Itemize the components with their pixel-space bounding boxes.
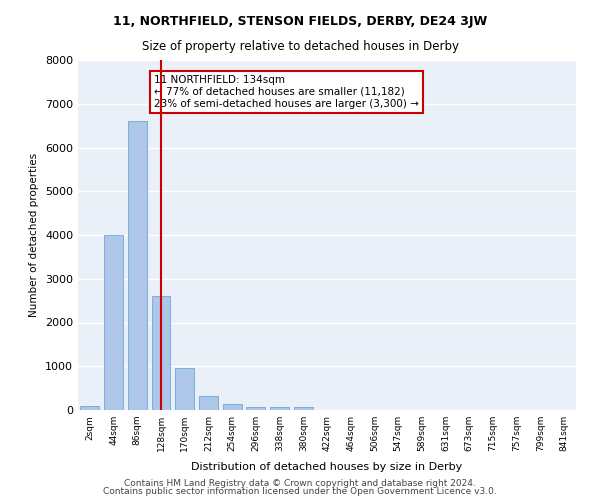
Bar	[247, 406, 265, 410]
Text: Contains HM Land Registry data © Crown copyright and database right 2024.: Contains HM Land Registry data © Crown c…	[124, 478, 476, 488]
Text: 11 NORTHFIELD: 134sqm
← 77% of detached houses are smaller (11,182)
23% of semi-: 11 NORTHFIELD: 134sqm ← 77% of detached …	[154, 76, 419, 108]
Bar	[104, 235, 123, 410]
Bar	[294, 408, 313, 410]
Y-axis label: Number of detached properties: Number of detached properties	[29, 153, 40, 317]
Text: Contains public sector information licensed under the Open Government Licence v3: Contains public sector information licen…	[103, 487, 497, 496]
Bar	[128, 121, 147, 410]
X-axis label: Distribution of detached houses by size in Derby: Distribution of detached houses by size …	[191, 462, 463, 472]
Bar	[223, 404, 242, 410]
Bar	[80, 406, 100, 410]
Bar	[152, 296, 170, 410]
Bar	[199, 396, 218, 410]
Bar	[270, 408, 289, 410]
Bar	[175, 368, 194, 410]
Text: 11, NORTHFIELD, STENSON FIELDS, DERBY, DE24 3JW: 11, NORTHFIELD, STENSON FIELDS, DERBY, D…	[113, 15, 487, 28]
Text: Size of property relative to detached houses in Derby: Size of property relative to detached ho…	[142, 40, 458, 53]
